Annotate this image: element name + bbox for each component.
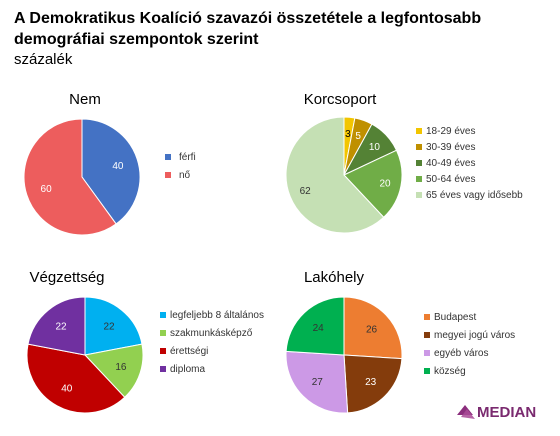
legend-swatch bbox=[160, 312, 166, 318]
legend-swatch bbox=[424, 350, 430, 356]
legend: férfi nő bbox=[165, 152, 196, 181]
pie-title: Végzettség bbox=[29, 269, 104, 286]
legend-label: 40-49 éves bbox=[426, 158, 475, 169]
legend-label: egyéb város bbox=[434, 348, 488, 359]
slice-data-label: 20 bbox=[379, 178, 391, 189]
legend-label: Budapest bbox=[434, 312, 476, 323]
slice-data-label: 26 bbox=[366, 325, 378, 336]
legend-swatch bbox=[165, 154, 171, 160]
median-logo-icon bbox=[457, 405, 475, 419]
pie-title: Lakóhely bbox=[304, 269, 365, 286]
legend-swatch bbox=[416, 160, 422, 166]
pie-title: Nem bbox=[69, 91, 101, 108]
slice-data-label: 3 bbox=[345, 129, 351, 140]
pie-slice bbox=[23, 118, 117, 236]
legend-label: szakmunkásképző bbox=[170, 328, 253, 339]
slice-data-label: 22 bbox=[55, 322, 67, 333]
legend-label: 18-29 éves bbox=[426, 126, 475, 137]
pie-slice bbox=[26, 343, 126, 414]
legend-label: 65 éves vagy idősebb bbox=[426, 190, 523, 201]
pie-slice bbox=[84, 343, 144, 398]
pie-title: Korcsoport bbox=[304, 91, 377, 108]
slice-data-label: 5 bbox=[355, 131, 361, 142]
chart-subtitle: százalék bbox=[14, 51, 73, 68]
legend-swatch bbox=[416, 144, 422, 150]
legend-swatch bbox=[416, 192, 422, 198]
legend-label: nő bbox=[179, 170, 191, 181]
slice-data-label: 27 bbox=[312, 377, 324, 388]
median-logo: MEDIAN bbox=[455, 399, 550, 425]
pie-slice bbox=[343, 149, 403, 218]
pie-slice bbox=[285, 116, 385, 234]
pie-chart-3: Végzettség 22 16 40 22 legfeljebb 8 általános… bbox=[26, 269, 264, 414]
legend-label: község bbox=[434, 366, 466, 377]
slice-data-label: 40 bbox=[112, 161, 124, 172]
slice-data-label: 23 bbox=[365, 377, 377, 388]
legend-swatch bbox=[424, 314, 430, 320]
pie-chart-2: Korcsoport 3 5 10 20 62 18-29 éves 30-39 éves 40… bbox=[285, 91, 523, 234]
legend: legfeljebb 8 általános szakmunkásképző ére… bbox=[160, 310, 264, 375]
slice-data-label: 60 bbox=[41, 184, 53, 195]
legend-swatch bbox=[160, 330, 166, 336]
legend-swatch bbox=[424, 368, 430, 374]
legend-label: legfeljebb 8 általános bbox=[170, 310, 264, 321]
slice-data-label: 40 bbox=[61, 384, 73, 395]
legend: 18-29 éves 30-39 éves 40-49 éves 50-64 éves… bbox=[416, 126, 523, 201]
slice-data-label: 10 bbox=[369, 142, 381, 153]
pie-chart-1: Nem 40 60 férfi nő bbox=[23, 91, 196, 236]
brand-name: MEDIAN bbox=[477, 404, 536, 421]
pie-slice bbox=[27, 296, 86, 356]
legend-swatch bbox=[160, 348, 166, 354]
slice-data-label: 22 bbox=[103, 322, 115, 333]
legend-label: 30-39 éves bbox=[426, 142, 475, 153]
legend-swatch bbox=[165, 172, 171, 178]
slice-data-label: 62 bbox=[300, 186, 312, 197]
legend: Budapest megyei jogú város egyéb város közs… bbox=[424, 312, 515, 377]
legend-label: 50-64 éves bbox=[426, 174, 475, 185]
legend-swatch bbox=[416, 176, 422, 182]
slice-data-label: 16 bbox=[115, 362, 127, 373]
legend-swatch bbox=[160, 366, 166, 372]
legend-label: érettségi bbox=[170, 346, 208, 357]
pie-slice bbox=[343, 354, 403, 414]
pie-slice bbox=[81, 118, 141, 225]
chart-title: A Demokratikus Koalíció szavazói összeté… bbox=[14, 10, 482, 48]
legend-label: diploma bbox=[170, 364, 205, 375]
pie-slice bbox=[343, 296, 403, 360]
slice-data-label: 24 bbox=[313, 323, 325, 334]
pie-chart-4: Lakóhely 26 23 27 24 Budapest megyei jogú váro… bbox=[285, 269, 515, 414]
legend-swatch bbox=[424, 332, 430, 338]
pie-slice bbox=[285, 296, 345, 356]
pie-slice bbox=[285, 350, 349, 414]
legend-label: férfi bbox=[179, 152, 196, 163]
legend-label: megyei jogú város bbox=[434, 330, 515, 341]
pie-slice bbox=[84, 296, 143, 356]
legend-swatch bbox=[416, 128, 422, 134]
